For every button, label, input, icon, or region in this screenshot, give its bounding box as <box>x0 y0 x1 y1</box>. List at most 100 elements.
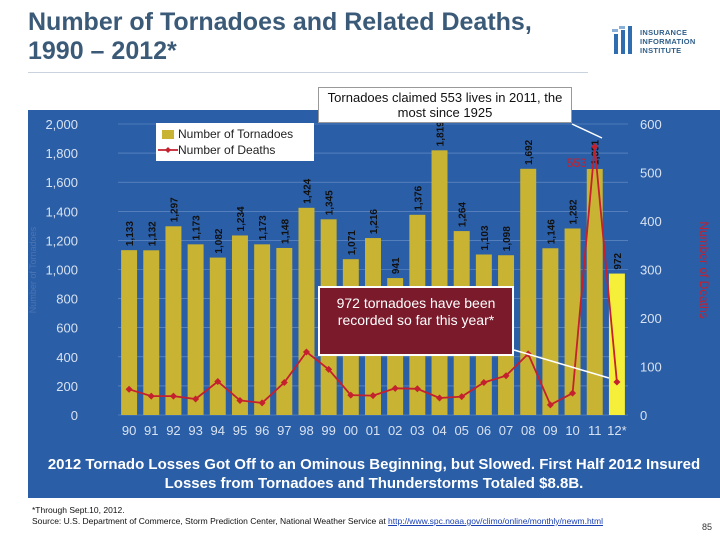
bar-value-label: 1,146 <box>546 219 557 244</box>
x-tick-label: 02 <box>388 423 402 438</box>
logo-line: INSTITUTE <box>640 46 682 55</box>
y-right-tick-label: 500 <box>640 166 662 181</box>
footnote-note: *Through Sept.10, 2012. <box>32 505 125 515</box>
bar-value-label: 1,264 <box>458 202 469 227</box>
callout-2012-tornadoes: 972 tornadoes have been recorded so far … <box>318 286 514 356</box>
bar-value-label: 1,376 <box>413 185 424 210</box>
y-right-tick-label: 100 <box>640 360 662 375</box>
logo-line: INFORMATION <box>640 37 696 46</box>
peak-annotation: 553 <box>567 156 587 170</box>
page-title: Number of Tornadoes and Related Deaths, … <box>28 8 532 65</box>
bar-tornadoes <box>520 168 537 415</box>
deaths-point <box>413 385 421 393</box>
x-tick-label: 00 <box>344 423 358 438</box>
deaths-point <box>192 395 200 403</box>
deaths-point <box>502 372 510 380</box>
deaths-point <box>147 392 155 400</box>
bar-tornadoes <box>542 248 559 415</box>
bar-value-label: 941 <box>391 257 402 274</box>
callout-2011-deaths: Tornadoes claimed 553 lives in 2011, the… <box>318 87 572 123</box>
bar-value-label: 1,234 <box>236 206 247 231</box>
bar-tornadoes <box>254 244 271 415</box>
callout-top-pointer <box>571 123 603 139</box>
y-left-tick-label: 2,000 <box>45 117 78 132</box>
deaths-point <box>125 385 133 393</box>
x-tick-label: 11 <box>588 423 602 438</box>
bar-value-label: 1,345 <box>325 190 336 215</box>
x-tick-label: 96 <box>255 423 269 438</box>
bar-value-label: 1,132 <box>147 221 158 246</box>
y-right-tick-label: 600 <box>640 117 662 132</box>
deaths-point <box>546 401 554 409</box>
deaths-point <box>302 348 310 356</box>
legend-label-tornadoes: Number of Tornadoes <box>178 127 293 141</box>
legend-swatch-marker <box>165 147 171 153</box>
x-tick-label: 94 <box>211 423 225 438</box>
y-right-axis-label: Number of Deaths <box>697 221 711 318</box>
source-link[interactable]: http://www.spc.noaa.gov/climo/online/mon… <box>388 516 604 526</box>
deaths-point <box>347 391 355 399</box>
x-tick-label: 05 <box>454 423 468 438</box>
y-left-tick-label: 1,400 <box>45 204 78 219</box>
bar-value-label: 1,297 <box>169 197 180 222</box>
title-divider <box>28 72 588 73</box>
callout-mid-pointer <box>513 349 610 379</box>
y-left-tick-label: 800 <box>56 292 78 307</box>
x-tick-label: 95 <box>233 423 247 438</box>
deaths-point <box>613 378 621 386</box>
x-tick-label: 92 <box>166 423 180 438</box>
bar-value-label: 1,133 <box>125 221 136 246</box>
legend-box <box>156 123 314 161</box>
bar-value-label: 1,216 <box>369 209 380 234</box>
x-tick-label: 12* <box>607 423 627 438</box>
y-left-tick-label: 1,800 <box>45 146 78 161</box>
deaths-point <box>436 394 444 402</box>
bar-value-label: 972 <box>613 252 624 269</box>
bar-tornadoes <box>586 168 603 415</box>
x-tick-label: 93 <box>188 423 202 438</box>
iii-logo: INSURANCE INFORMATION INSTITUTE <box>612 26 712 72</box>
deaths-point <box>480 379 488 387</box>
x-tick-label: 06 <box>477 423 491 438</box>
bar-tornadoes <box>187 244 204 415</box>
bar-tornadoes <box>431 150 448 415</box>
iii-logo-icon <box>612 26 632 54</box>
deaths-point <box>214 378 222 386</box>
bar-value-label: 1,691 <box>591 139 602 164</box>
deaths-point <box>458 393 466 401</box>
bar-tornadoes <box>209 257 226 415</box>
bar-value-label: 1,692 <box>524 139 535 164</box>
x-tick-label: 90 <box>122 423 136 438</box>
x-tick-label: 98 <box>299 423 313 438</box>
x-tick-label: 04 <box>432 423 446 438</box>
deaths-point <box>391 384 399 392</box>
x-tick-label: 97 <box>277 423 291 438</box>
y-left-axis-label: Number of Tornadoes <box>28 226 38 313</box>
bar-value-label: 1,148 <box>280 219 291 244</box>
deaths-point <box>569 389 577 397</box>
bar-tornadoes <box>121 250 138 415</box>
logo-line: INSURANCE <box>640 28 688 37</box>
deaths-point <box>369 392 377 400</box>
bar-tornadoes <box>276 247 293 415</box>
deaths-point <box>280 379 288 387</box>
legend-label-deaths: Number of Deaths <box>178 143 275 157</box>
y-right-tick-label: 200 <box>640 311 662 326</box>
x-tick-label: 91 <box>144 423 158 438</box>
bar-value-label: 1,071 <box>347 230 358 255</box>
legend-swatch-bar <box>162 130 174 139</box>
y-left-tick-label: 200 <box>56 379 78 394</box>
bar-tornadoes <box>143 250 160 415</box>
bar-value-label: 1,082 <box>214 228 225 253</box>
deaths-point <box>236 396 244 404</box>
bar-value-label: 1,173 <box>192 215 203 240</box>
deaths-point <box>169 392 177 400</box>
deaths-point <box>591 143 599 151</box>
y-left-tick-label: 1,600 <box>45 175 78 190</box>
page-number: 85 <box>702 522 713 532</box>
x-tick-label: 03 <box>410 423 424 438</box>
bar-value-label: 1,424 <box>302 178 313 203</box>
chart-panel: 0 200 400 600 800 1,000 1,200 1,400 1,600 1,800 2,… <box>28 110 720 450</box>
y-right-tick-label: 300 <box>640 263 662 278</box>
y-right-tick-label: 0 <box>640 408 647 423</box>
